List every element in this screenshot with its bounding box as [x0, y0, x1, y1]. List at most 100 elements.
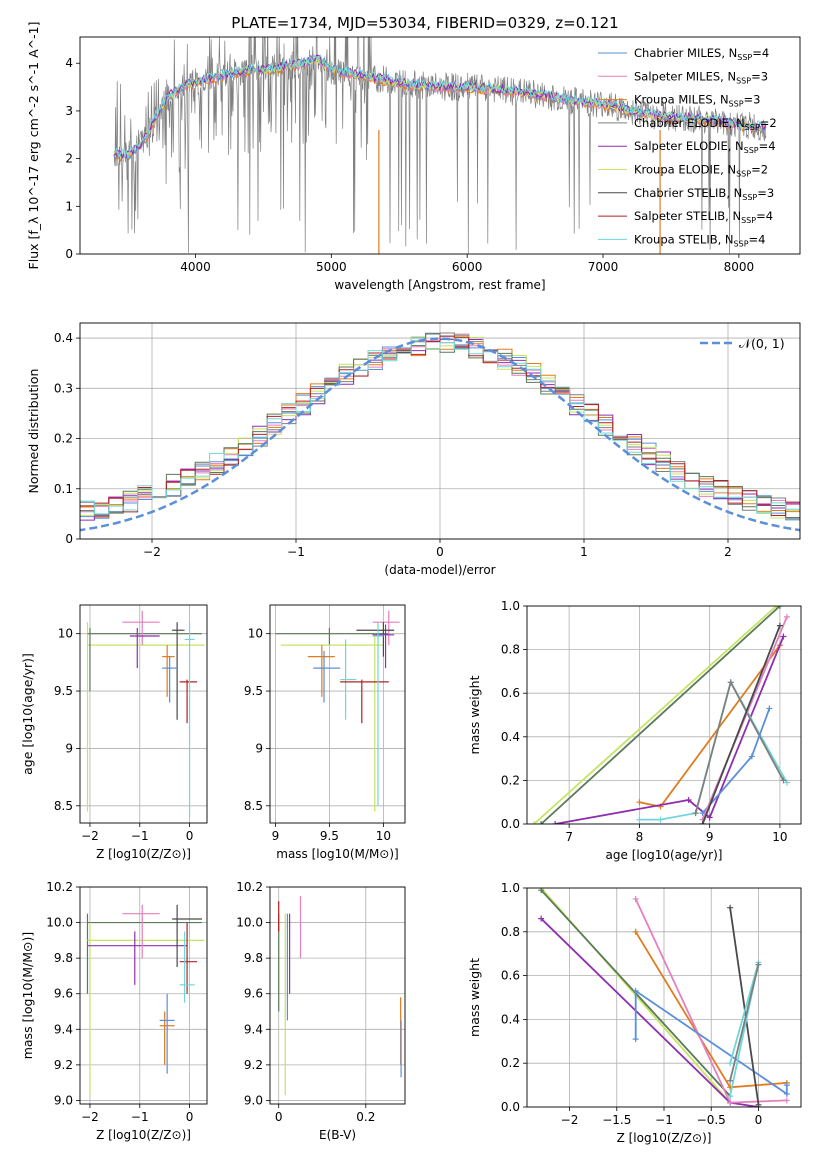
series-marker: [783, 1097, 790, 1104]
legend-sub: SSP: [734, 239, 749, 248]
x-tick-label: 1: [580, 545, 588, 559]
legend-tail: =3: [744, 93, 761, 107]
plot-area: [527, 888, 801, 1107]
x-tick-label: −1: [287, 545, 305, 559]
x-tick-label: 9.5: [320, 829, 339, 843]
y-tick-label: 9.0: [244, 1093, 263, 1107]
legend-item: Chabrier ELODIE, NSSP=2: [634, 116, 777, 132]
x-tick-label: 9: [272, 829, 280, 843]
legend-sub: SSP: [744, 146, 759, 155]
legend-tail: =2: [760, 116, 777, 130]
spectrum-model-purple: [113, 54, 767, 160]
x-axis-label: wavelength [Angstrom, rest frame]: [334, 278, 545, 292]
legend-text: Salpeter STELIB, N: [634, 209, 741, 223]
series-marker: [776, 622, 783, 629]
legend-tail: =3: [751, 69, 768, 83]
legend-text: Chabrier MILES, N: [634, 46, 737, 60]
chart-spectrum: 4000 5000 6000 7000 8000 0 1 2 3 4 wavelength [Ang…: [26, 22, 801, 292]
series-marker: [766, 705, 773, 712]
series-marker: [783, 1082, 790, 1089]
axes-frame: [79, 322, 801, 540]
legend-sub: SSP: [745, 123, 760, 132]
x-tick-label: −1: [131, 829, 149, 843]
x-tick-label: 0.2: [356, 1110, 375, 1124]
y-tick-label: 0.0: [501, 1100, 520, 1114]
x-tick-label: 2: [724, 545, 732, 559]
y-tick-label: 9.2: [244, 1058, 263, 1072]
legend-item: Salpeter STELIB, NSSP=4: [634, 209, 773, 225]
chart-mass_vs_Z: −2 −1 0 9.0 9.2 9.4 9.6 9.8 10.0 10.2 Z [log10(Z/Z…: [20, 880, 208, 1142]
x-axis-label: Z [log10(Z/Z⊙)]: [96, 1128, 191, 1142]
series-marker: [632, 895, 639, 902]
legend-text: Salpeter MILES, N: [634, 69, 736, 83]
y-tick-label: 10.0: [46, 916, 73, 930]
y-axis-label: age [log10(age/yr)]: [20, 653, 35, 775]
y-axis-label: mass weight: [467, 675, 482, 754]
histogram-red: [80, 335, 800, 516]
y-tick-label: 9.8: [244, 951, 263, 965]
series-marker: [727, 904, 734, 911]
legend-sub: SSP: [736, 170, 751, 179]
series-marker: [636, 799, 643, 806]
series-marker: [632, 1036, 639, 1043]
y-tick-label: 9.0: [54, 1093, 73, 1107]
x-tick-label: 0: [436, 545, 444, 559]
y-tick-label: 0.1: [54, 482, 73, 496]
series-marker: [706, 814, 713, 821]
x-tick-label: −1: [131, 1110, 149, 1124]
chart-age_vs_mass: 9 9.5 10 8.5 9 9.5 10 mass [log10(M/M⊙)]: [244, 604, 406, 861]
series-marker: [692, 810, 699, 817]
series-marker: [783, 613, 790, 620]
y-tick-label: 8.5: [54, 799, 73, 813]
axes-frame: [526, 887, 802, 1108]
x-tick-label: −0.5: [697, 1113, 726, 1127]
x-tick-label: −2: [561, 1113, 579, 1127]
y-tick-label: 4: [65, 56, 73, 70]
legend-item: Chabrier MILES, NSSP=4: [634, 46, 769, 62]
y-tick-label: 0.8: [501, 925, 520, 939]
x-tick-label: 0: [186, 1110, 194, 1124]
y-tick-label: 9.2: [54, 1058, 73, 1072]
series-marker: [632, 987, 639, 994]
legend-item: Chabrier STELIB, NSSP=3: [634, 186, 774, 202]
series-marker: [727, 1077, 734, 1084]
series-line: [634, 989, 788, 1096]
legend-tail: =3: [757, 186, 774, 200]
plot-area: [270, 605, 405, 823]
y-tick-label: 0.2: [54, 432, 73, 446]
legend-item: Salpeter MILES, NSSP=3: [634, 69, 768, 85]
plot-area: [80, 887, 207, 1104]
y-tick-label: 0.6: [501, 686, 520, 700]
legend-text: Chabrier STELIB, N: [634, 186, 742, 200]
y-tick-label: 1.0: [501, 599, 520, 613]
series-line: [694, 679, 785, 814]
x-tick-label: 0: [755, 1113, 763, 1127]
series-marker: [538, 915, 545, 922]
x-tick-label: 6000: [452, 260, 483, 274]
x-tick-label: 0: [186, 829, 194, 843]
y-tick-label: 0.2: [501, 773, 520, 787]
x-tick-label: 8000: [724, 260, 755, 274]
series-marker: [755, 961, 762, 968]
series-line: [533, 606, 778, 824]
x-axis-label: (data-model)/error: [384, 563, 495, 577]
figure-title: PLATE=1734, MJD=53034, FIBERID=0329, z=0…: [231, 14, 618, 32]
x-tick-label: 10: [376, 829, 391, 843]
histogram-cyan: [80, 340, 800, 522]
series-marker: [727, 1060, 734, 1067]
x-tick-label: 8: [636, 830, 644, 844]
series-marker: [727, 1093, 734, 1100]
x-tick-label: −2: [81, 1110, 99, 1124]
series-marker: [748, 753, 755, 760]
series-marker: [780, 777, 787, 784]
axes-frame: [269, 886, 406, 1105]
y-tick-label: 10: [248, 627, 263, 641]
x-tick-label: 7: [565, 830, 573, 844]
y-tick-label: 9.5: [244, 684, 263, 698]
series-marker: [636, 816, 643, 823]
series-marker: [727, 1099, 734, 1106]
x-tick-label: −1: [655, 1113, 673, 1127]
chart-weight_vs_Z: −2 −1.5 −1 −0.5 0 0.0 0.2 0.4 0.6 0.8 1.0 Z [log10(…: [467, 881, 802, 1145]
legend-sub: SSP: [742, 193, 757, 202]
